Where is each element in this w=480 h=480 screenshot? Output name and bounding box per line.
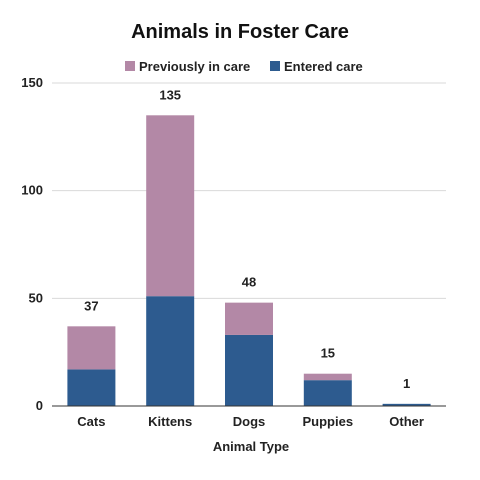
bar-total-label: 37 bbox=[84, 298, 98, 313]
bar-totals: 37 135 48 15 1 bbox=[84, 87, 410, 391]
x-category-label: Other bbox=[389, 414, 424, 429]
x-category-label: Puppies bbox=[303, 414, 354, 429]
bar-segment-previously-in-care bbox=[225, 302, 273, 335]
bar-total-label: 15 bbox=[321, 346, 335, 361]
x-category-label: Dogs bbox=[233, 414, 266, 429]
y-tick-label: 50 bbox=[29, 290, 43, 305]
bar-total-label: 48 bbox=[242, 275, 256, 290]
bar-segment-entered-care bbox=[67, 369, 116, 406]
x-axis-title: Animal Type bbox=[213, 439, 289, 454]
x-category-label: Kittens bbox=[148, 414, 192, 429]
bar-segment-entered-care bbox=[225, 334, 273, 406]
legend-label-entered-care: Entered care bbox=[284, 59, 363, 74]
bars bbox=[67, 115, 431, 406]
bar-segment-previously-in-care bbox=[146, 115, 195, 297]
x-axis-categories: Cats Kittens Dogs Puppies Other bbox=[77, 414, 424, 429]
x-category-label: Cats bbox=[77, 414, 105, 429]
bar-total-label: 135 bbox=[159, 87, 181, 102]
bar-segment-previously-in-care bbox=[303, 373, 352, 381]
bar-total-label: 1 bbox=[403, 376, 410, 391]
bar-segment-previously-in-care bbox=[67, 326, 116, 370]
y-axis-ticks: 0 50 100 150 bbox=[21, 75, 43, 413]
legend-swatch-entered-care bbox=[270, 61, 280, 71]
legend: Previously in care Entered care bbox=[125, 59, 363, 74]
bar-segment-entered-care bbox=[303, 380, 352, 406]
chart-title: Animals in Foster Care bbox=[131, 21, 349, 43]
legend-label-previously-in-care: Previously in care bbox=[139, 59, 250, 74]
y-tick-label: 100 bbox=[21, 183, 43, 198]
legend-swatch-previously-in-care bbox=[125, 61, 135, 71]
y-tick-label: 150 bbox=[21, 75, 43, 90]
gridlines bbox=[52, 82, 446, 299]
bar-segment-entered-care bbox=[382, 403, 431, 406]
bar-segment-entered-care bbox=[146, 296, 195, 406]
y-tick-label: 0 bbox=[36, 398, 43, 413]
